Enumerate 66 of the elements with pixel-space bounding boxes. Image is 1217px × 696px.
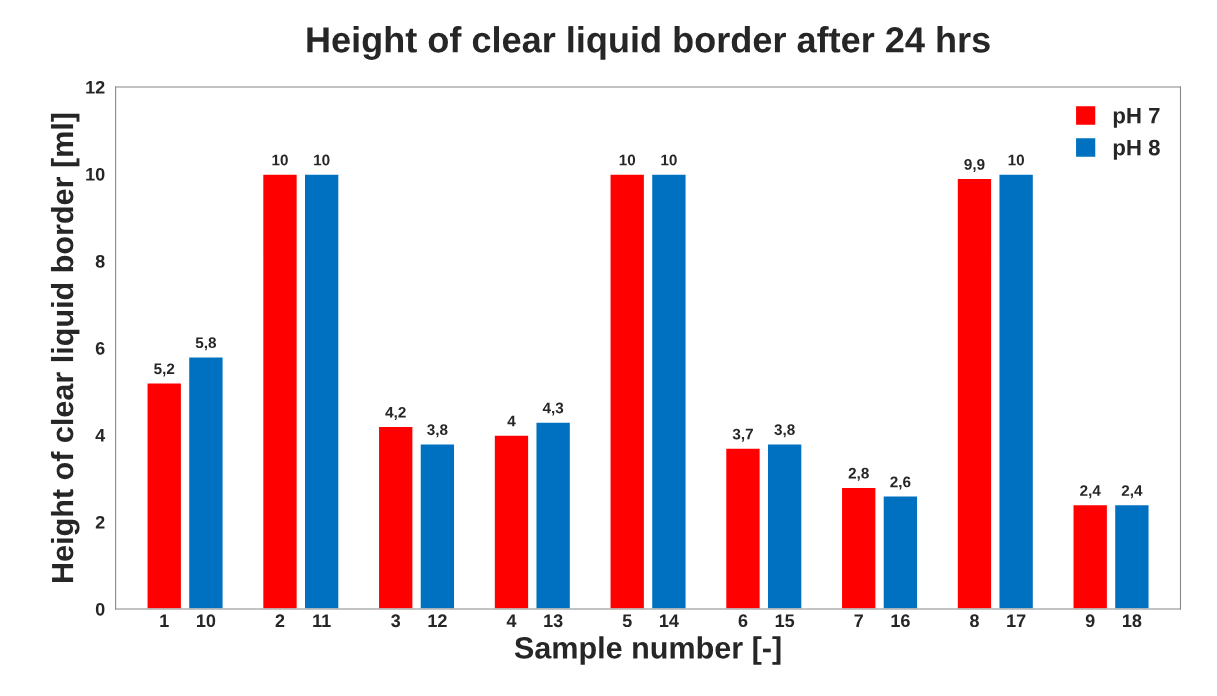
data-label: 4,3	[542, 402, 564, 416]
bar	[1072, 503, 1109, 609]
bar	[377, 425, 414, 609]
data-label: 2,8	[848, 467, 869, 481]
bar	[766, 443, 803, 609]
x-tick-label: 10	[196, 614, 216, 628]
x-tick-label: 2	[275, 614, 285, 627]
bar	[187, 356, 224, 609]
x-tick-label: 8	[970, 614, 979, 628]
data-label: 10	[1008, 154, 1024, 166]
bar	[493, 434, 530, 609]
data-label: 9,9	[964, 158, 985, 172]
bar	[535, 421, 572, 609]
y-tick-label: 6	[95, 341, 105, 355]
bar	[882, 495, 919, 609]
data-label: 2,4	[1080, 485, 1101, 499]
data-label: 2,4	[1121, 485, 1143, 499]
x-axis-title: Sample number [-]	[514, 636, 781, 665]
data-label: 5,2	[154, 363, 175, 377]
x-tick-label: 4	[506, 614, 517, 627]
data-label: 10	[661, 154, 677, 166]
y-tick-label: 10	[86, 167, 105, 181]
bar	[650, 173, 687, 609]
x-tick-label: 14	[659, 614, 679, 627]
data-label: 10	[619, 154, 636, 166]
data-label: 10	[314, 154, 330, 166]
x-tick-label: 18	[1122, 614, 1142, 628]
data-label: 2,6	[890, 476, 911, 490]
y-tick-label: 4	[95, 429, 106, 442]
x-tick-label: 3	[391, 614, 401, 628]
data-label: 10	[272, 154, 288, 166]
bar	[956, 177, 993, 609]
bar	[261, 173, 299, 609]
bar	[840, 486, 877, 609]
bar	[609, 173, 646, 609]
x-tick-label: 15	[775, 614, 795, 628]
bar	[303, 173, 340, 609]
y-tick-label: 8	[95, 254, 105, 268]
x-tick-label: 11	[313, 614, 331, 627]
bar	[998, 173, 1035, 609]
x-tick-label: 12	[428, 614, 447, 627]
chart-title: Height of clear liquid border after 24 hrs	[307, 26, 990, 60]
x-tick-label: 6	[738, 614, 748, 628]
bar	[146, 382, 183, 609]
bar	[419, 443, 456, 609]
data-label: 4,2	[385, 406, 406, 420]
x-tick-label: 7	[854, 614, 863, 627]
data-label: 3,8	[774, 424, 795, 438]
y-axis-title: Height of clear liquid border [ml]	[50, 113, 80, 582]
x-tick-label: 9	[1085, 614, 1095, 628]
bar	[724, 447, 762, 609]
legend-label: pH 7	[1113, 107, 1160, 128]
x-tick-label: 1	[160, 614, 169, 627]
data-label: 4	[507, 415, 516, 427]
y-tick-label: 0	[95, 602, 105, 616]
data-label: 5,8	[195, 337, 217, 351]
legend-label: pH 8	[1113, 139, 1160, 160]
y-tick-label: 12	[86, 80, 105, 94]
x-tick-label: 16	[891, 614, 910, 628]
x-tick-label: 17	[1007, 614, 1026, 627]
bar	[1113, 503, 1150, 609]
data-label: 3,7	[732, 428, 753, 442]
x-tick-label: 13	[544, 614, 563, 628]
x-tick-label: 5	[622, 614, 632, 628]
data-label: 3,8	[427, 424, 448, 438]
y-tick-label: 2	[95, 515, 105, 529]
